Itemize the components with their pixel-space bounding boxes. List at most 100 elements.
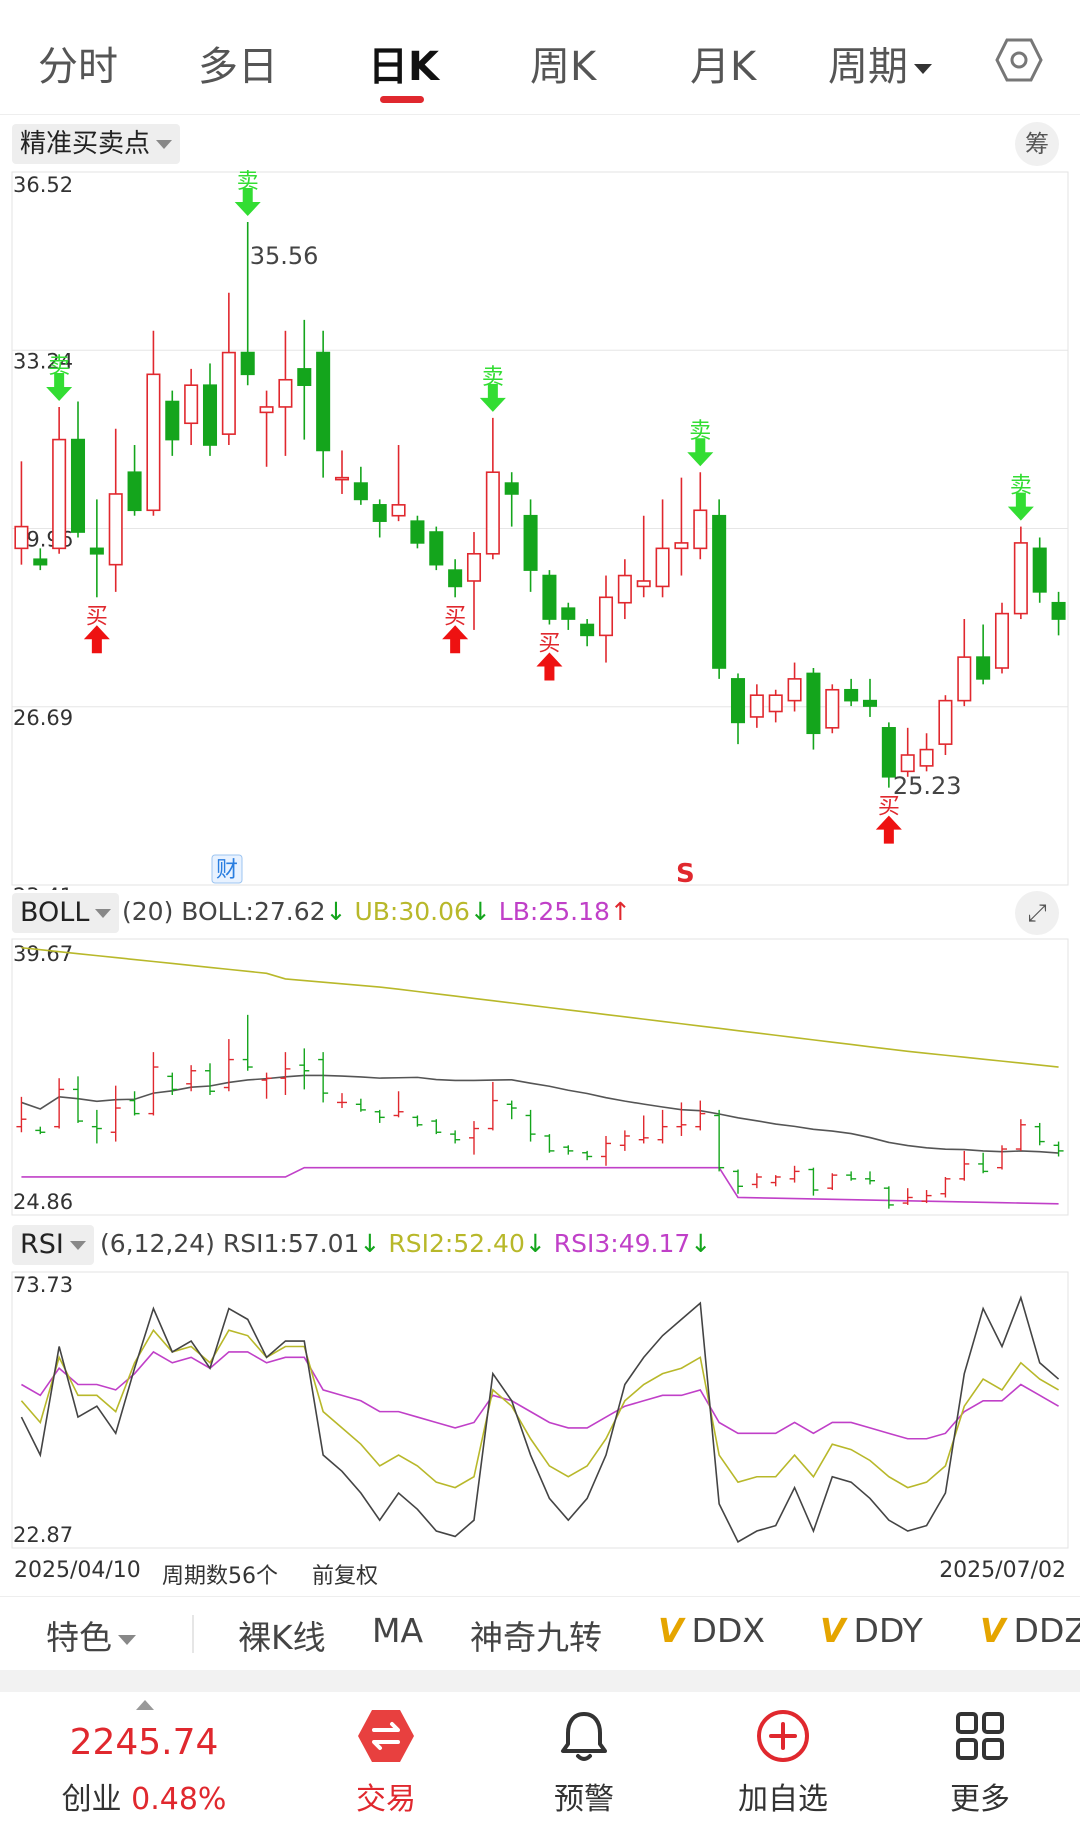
boll-legend: (20) BOLL:27.62↓ UB:30.06↓ LB:25.18↑: [122, 897, 631, 926]
nav-alert-label: 预警: [554, 1782, 614, 1817]
nav-more[interactable]: 更多: [880, 1692, 1080, 1835]
sell-arrow-icon: [479, 383, 506, 412]
candlestick-chart[interactable]: 36.5233.2429.9626.6923.41买买买买卖卖卖卖卖35.562…: [0, 170, 1080, 890]
ohlc-bar: [563, 1145, 574, 1155]
candle: [316, 330, 331, 478]
v-badge-icon: V: [820, 1611, 846, 1650]
rsi-chart[interactable]: 73.73 22.87: [0, 1268, 1080, 1554]
candle-body: [410, 520, 425, 544]
chip-distribution-button[interactable]: 筹: [1015, 122, 1059, 166]
boll-value: 27.62: [253, 897, 326, 926]
ub-label: UB:: [354, 897, 399, 926]
tab-timeshare[interactable]: 分时: [38, 44, 118, 90]
feature-naked-k[interactable]: 裸K线: [238, 1618, 326, 1657]
s-marker: S: [676, 859, 695, 889]
ohlc-bar: [921, 1190, 932, 1204]
settings-icon[interactable]: [995, 36, 1043, 84]
candle: [259, 390, 274, 467]
sell-signal-label: 卖: [237, 170, 259, 194]
ohlc-bar: [487, 1081, 498, 1131]
candle-body: [466, 552, 482, 582]
rsi-indicator-select[interactable]: RSI: [12, 1225, 94, 1265]
ohlc-bar: [450, 1130, 461, 1144]
ohlc-bar: [129, 1091, 140, 1116]
ohlc-bar: [902, 1188, 913, 1205]
down-arrow-icon: ↓: [359, 1229, 381, 1258]
ohlc-bar: [393, 1091, 404, 1118]
feature-ma[interactable]: MA: [372, 1611, 424, 1650]
boll-chart[interactable]: 39.67 24.86: [0, 935, 1080, 1220]
candle-body: [89, 547, 104, 555]
sell-arrow-icon: [1007, 492, 1034, 521]
ohlc-bar: [280, 1052, 291, 1095]
bottom-navigation: 2245.74 创业 0.48% 交易 预警 加自选 更多: [0, 1692, 1080, 1835]
candle-body: [448, 569, 463, 588]
period-dropdown[interactable]: 周期: [828, 34, 932, 92]
buy-signal-label: 买: [86, 604, 108, 629]
feature-magic-nine[interactable]: 神奇九转: [470, 1618, 602, 1657]
boll-middle-band: [21, 1074, 1059, 1154]
boll-indicator-select[interactable]: BOLL: [12, 893, 120, 933]
tab-monthly-k[interactable]: 月K: [690, 44, 757, 90]
candle-body: [1032, 547, 1047, 593]
candle: [1032, 537, 1047, 603]
y-axis-bottom-label: 22.87: [13, 1523, 73, 1547]
candle-body: [1013, 542, 1028, 615]
ohlc-bar: [16, 1096, 27, 1133]
expand-icon[interactable]: ⤢: [1015, 891, 1059, 935]
candle-body: [768, 694, 783, 713]
candle: [1013, 526, 1028, 620]
candle: [202, 363, 218, 456]
grid-icon: [956, 1712, 1004, 1760]
tab-daily-k[interactable]: 日K: [368, 44, 439, 90]
candle-body: [429, 531, 444, 566]
period-count: 周期数56个: [162, 1564, 278, 1589]
candle-body: [391, 504, 406, 517]
special-dropdown[interactable]: 特色: [46, 1611, 136, 1659]
feature-ddz-label: DDZ: [1013, 1611, 1080, 1650]
candle: [278, 330, 293, 456]
divider: [192, 1615, 194, 1653]
candle: [165, 390, 180, 456]
candle: [410, 515, 425, 549]
y-axis-label: 26.69: [13, 706, 73, 730]
candle: [240, 222, 255, 386]
index-quote[interactable]: 2245.74 创业 0.48%: [44, 1692, 244, 1835]
nav-trade[interactable]: 交易: [286, 1692, 486, 1835]
chevron-down-icon: [156, 140, 173, 149]
y-axis-top-label: 39.67: [13, 942, 73, 966]
feature-ddx[interactable]: V DDX: [658, 1611, 765, 1650]
tab-weekly-k[interactable]: 周K: [530, 44, 597, 90]
main-indicator-select[interactable]: 精准买卖点: [12, 124, 181, 164]
candle-body: [957, 656, 972, 702]
index-name: 创业: [61, 1782, 122, 1817]
nav-add-watchlist[interactable]: 加自选: [683, 1692, 883, 1835]
ohlc-bar: [714, 1109, 725, 1172]
tab-multi-day[interactable]: 多日: [198, 44, 278, 90]
period-tab-bar: 分时 多日 日K 周K 月K 周期: [0, 0, 1080, 115]
candle-body: [202, 384, 218, 446]
financial-report-badge: 财: [211, 854, 243, 884]
ohlc-bar: [544, 1134, 555, 1153]
nav-more-label: 更多: [950, 1782, 1010, 1817]
buy-signal: 买: [442, 604, 469, 654]
y-axis-label: 23.41: [13, 884, 73, 890]
boll-upper-band: [21, 946, 1059, 1068]
candle-body: [598, 596, 614, 637]
feature-ddz[interactable]: V DDZ: [980, 1611, 1080, 1650]
v-badge-icon: V: [980, 1611, 1006, 1650]
buy-signal-label: 买: [538, 631, 560, 656]
nav-alert[interactable]: 预警: [484, 1692, 684, 1835]
sell-signal-label: 卖: [482, 365, 504, 390]
adjust-mode[interactable]: 前复权: [312, 1564, 379, 1589]
ohlc-bar: [751, 1173, 762, 1189]
candle-body: [844, 688, 859, 702]
candle-body: [881, 727, 896, 778]
boll-indicator-label: BOLL: [20, 897, 90, 928]
up-triangle-icon: [136, 1700, 154, 1710]
buy-arrow-icon: [875, 815, 902, 844]
sell-signal: 卖: [46, 354, 73, 401]
feature-ddy[interactable]: V DDY: [820, 1611, 923, 1650]
ohlc-bar: [733, 1169, 743, 1194]
ohlc-bar: [883, 1186, 894, 1209]
